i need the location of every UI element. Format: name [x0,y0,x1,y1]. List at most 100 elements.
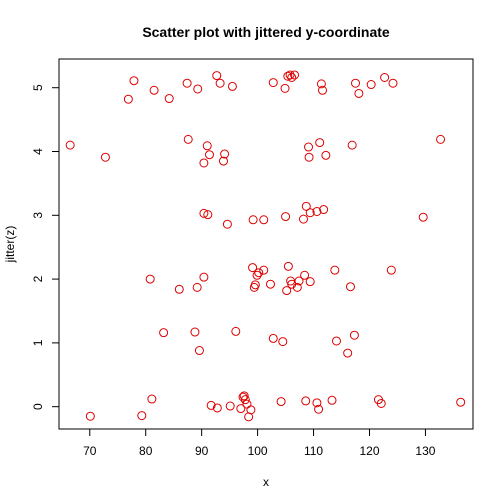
data-point [212,403,222,413]
data-point [418,212,428,222]
data-point [265,279,275,289]
data-point [347,140,357,150]
data-point [164,94,174,104]
x-tick-label: 120 [359,444,379,458]
data-point [282,286,292,296]
data-point [314,404,324,414]
y-axis: 0 1 2 3 4 5 [31,84,60,410]
x-tick-label: 80 [139,444,153,458]
data-point [240,395,250,405]
data-point [212,71,222,81]
data-point [278,337,288,347]
data-point [203,210,213,220]
plot-frame [58,58,474,430]
data-point [305,277,315,287]
data-point [192,282,202,292]
data-point [351,78,361,88]
data-point [436,134,446,144]
data-point [294,276,304,286]
data-point [312,206,322,216]
y-axis-label: jitter(z) [3,226,17,264]
data-point [100,152,110,162]
x-tick-label: 100 [248,444,268,458]
data-point [285,70,295,80]
data-point [283,71,293,81]
data-point [318,85,328,95]
data-point [199,208,209,218]
data-point [193,84,203,94]
x-tick-label: 90 [195,444,209,458]
data-point [250,280,260,290]
data-point [316,79,326,89]
data-point [287,279,297,289]
data-point [199,158,209,168]
data-point [345,282,355,292]
data-point [246,405,256,415]
data-point [280,83,290,93]
data-point [137,411,147,421]
data-point [287,73,297,82]
data-point [149,85,159,95]
data-point [199,272,209,282]
data-point [206,400,216,410]
chart-title: Scatter plot with jittered y-coordinate [142,24,390,40]
data-point [252,270,262,280]
data-point [242,399,252,409]
data-point [182,78,192,88]
data-point [215,78,225,88]
data-point [281,212,291,222]
data-point [204,150,214,160]
data-point [349,330,359,340]
data-point [218,156,228,166]
data-point [220,149,230,159]
y-tick-label: 5 [31,84,45,91]
data-point [268,333,278,343]
y-tick-label: 3 [31,212,45,219]
data-point [305,208,315,218]
data-point [321,150,331,160]
data-point [327,395,337,405]
data-point [227,81,237,91]
data-point [304,152,314,162]
x-axis: 70 80 90 100 110 120 130 [83,428,436,458]
x-axis-label: x [263,475,269,489]
data-point [238,392,248,402]
data-point [304,142,314,152]
data-point [343,348,353,358]
data-point [174,284,184,294]
data-point [259,215,269,225]
data-point [298,214,308,224]
y-tick-label: 2 [31,275,45,282]
data-point [283,261,293,271]
data-point [236,404,246,414]
data-point [380,73,390,82]
data-point [183,134,193,144]
data-point [330,265,340,275]
data-point [202,141,212,151]
data-point [312,398,322,408]
data-point [376,398,386,408]
data-point [231,326,241,336]
data-point [147,394,157,404]
data-point [239,391,249,401]
data-point [145,274,155,284]
x-tick-label: 130 [415,444,435,458]
x-tick-label: 110 [304,444,323,458]
data-point [222,219,232,229]
data-point [388,78,398,88]
data-point [259,265,269,275]
data-point [301,396,311,406]
data-point [254,268,264,278]
data-point [456,397,466,407]
data-point [129,76,139,86]
data-point [300,270,310,280]
data-point [194,346,204,356]
data-point [190,327,200,337]
data-point [331,336,341,346]
data-point [315,138,325,148]
data-point [386,265,396,275]
y-tick-label: 0 [31,403,45,410]
data-point [159,328,169,338]
data-point [65,140,75,150]
